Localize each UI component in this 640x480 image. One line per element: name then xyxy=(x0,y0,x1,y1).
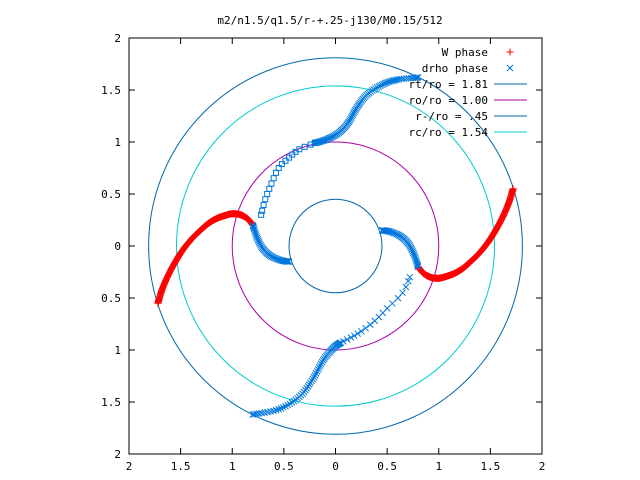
drho-phase-point xyxy=(301,143,308,150)
legend-label: rc/ro = 1.54 xyxy=(409,126,489,139)
drho-phase-point xyxy=(317,360,325,368)
drho-phase-point xyxy=(404,277,412,285)
drho-phase-point xyxy=(381,227,389,235)
x-tick-label: 1.5 xyxy=(480,460,500,473)
drho-phase-point xyxy=(318,358,326,366)
drho-phase-point xyxy=(357,327,365,335)
drho-phase-point xyxy=(313,368,321,375)
legend: W phase drho phase rt/ro = 1.81 ro/ro = 1.0… xyxy=(409,46,527,139)
drho-phase-point xyxy=(311,371,319,379)
drho-phase-point xyxy=(270,175,277,182)
drho-phase-point xyxy=(378,227,386,234)
drho-phase-point xyxy=(273,169,280,176)
circle-1-81 xyxy=(148,57,523,435)
drho-phase-point xyxy=(251,229,259,236)
drho-phase-point xyxy=(314,366,322,373)
drho-phase-point xyxy=(406,273,414,281)
drho-phase-point xyxy=(283,258,291,265)
y-tick-label: 1.5 xyxy=(101,396,121,409)
x-tick-label: 2 xyxy=(126,460,133,473)
x-tick-label: 1 xyxy=(229,460,236,473)
drho-phase-point xyxy=(371,317,379,325)
circle-1 xyxy=(231,141,440,351)
drho-phase-point xyxy=(347,334,355,341)
drho-phase-point xyxy=(354,330,361,338)
drho-phase-point xyxy=(375,83,383,90)
legend-label: r-/ro = .45 xyxy=(415,110,488,123)
drho-phase-point xyxy=(259,207,266,214)
drho-phase-point xyxy=(286,154,293,161)
series-drho-phase xyxy=(249,74,422,418)
y-tick-label: 1.5 xyxy=(101,84,121,97)
chart-title: m2/n1.5/q1.5/r-+.25-j130/M0.15/512 xyxy=(217,14,442,27)
drho-phase-point xyxy=(362,324,369,332)
drho-phase-point xyxy=(264,191,271,197)
y-tick-label: 0 xyxy=(114,240,121,253)
y-tick-label: 2 xyxy=(114,32,121,45)
drho-phase-point xyxy=(278,161,285,168)
drho-phase-point xyxy=(312,370,320,377)
drho-phase-point xyxy=(315,364,323,371)
legend-label: ro/ro = 1.00 xyxy=(409,94,488,107)
drho-phase-point xyxy=(411,74,419,82)
drho-phase-point xyxy=(258,211,265,218)
series-w-phase xyxy=(154,185,517,307)
drho-phase-point xyxy=(318,137,325,145)
legend-label: W phase xyxy=(442,46,488,59)
y-tick-label: 0.5 xyxy=(101,292,121,305)
x-tick-label: 2 xyxy=(539,460,546,473)
drho-phase-point xyxy=(413,74,421,81)
drho-phase-point xyxy=(366,321,374,329)
drho-phase-point xyxy=(266,185,273,192)
y-tick-label: 1 xyxy=(114,344,121,357)
legend-label: rt/ro = 1.81 xyxy=(409,78,488,91)
drho-phase-point xyxy=(394,294,402,302)
x-tick-label: 1.5 xyxy=(171,460,191,473)
axis-ticks: 2 1.5 1 0.5 0 0.5 1 1.5 221.510.500.511.52 xyxy=(101,32,545,473)
x-tick-label: 0.5 xyxy=(274,460,294,473)
drho-phase-point xyxy=(279,403,287,411)
drho-phase-point xyxy=(316,362,324,369)
x-tick-label: 0.5 xyxy=(377,460,397,473)
y-tick-label: 2 xyxy=(114,448,121,461)
y-tick-label: 1 xyxy=(114,136,121,149)
drho-phase-point xyxy=(413,257,420,265)
drho-phase-point xyxy=(389,300,396,307)
x-tick-label: 0 xyxy=(332,460,339,473)
data-series xyxy=(154,74,517,418)
drho-phase-point xyxy=(282,157,289,164)
drho-phase-point xyxy=(506,64,514,72)
drho-phase-point xyxy=(268,180,275,187)
drho-phase-point xyxy=(414,74,422,81)
drho-phase-point xyxy=(380,227,388,234)
drho-phase-point xyxy=(262,196,269,203)
legend-label: drho phase xyxy=(422,62,488,75)
y-tick-label: 0.5 xyxy=(101,188,121,201)
drho-phase-point xyxy=(402,283,410,291)
drho-phase-point xyxy=(412,256,420,263)
w-phase-point xyxy=(506,48,514,56)
drho-phase-point xyxy=(251,410,258,418)
x-tick-label: 1 xyxy=(435,460,442,473)
drho-phase-point xyxy=(350,332,358,340)
drho-phase-point xyxy=(285,258,293,265)
drho-phase-point xyxy=(320,137,328,144)
drho-phase-point xyxy=(282,257,290,265)
drho-phase-point xyxy=(277,404,285,412)
drho-phase-point xyxy=(260,201,267,208)
drho-phase-point xyxy=(251,227,258,235)
drho-phase-point xyxy=(275,165,282,171)
drho-phase-point xyxy=(319,137,327,145)
circle-0-45 xyxy=(288,198,383,294)
drho-phase-point xyxy=(317,138,324,145)
circle-1-54 xyxy=(175,85,496,407)
drho-phase-point xyxy=(343,336,351,343)
drho-phase-point xyxy=(249,411,257,418)
